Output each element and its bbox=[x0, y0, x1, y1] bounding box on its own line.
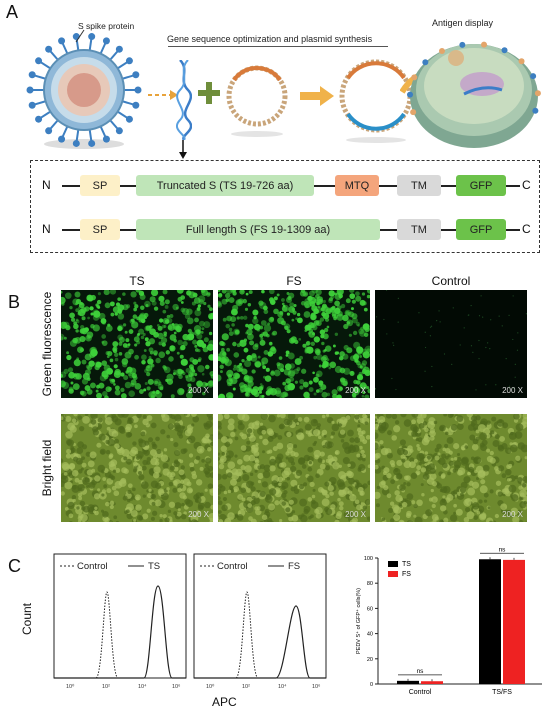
micrograph-fs-bright-field: 200 X bbox=[218, 414, 370, 522]
micrograph-control-fluorescence: 200 X bbox=[375, 290, 527, 398]
dna-fragment-icon bbox=[176, 60, 192, 140]
c-terminus: C bbox=[522, 178, 531, 192]
plasmid-icon bbox=[226, 65, 288, 137]
magnification-label: 200 X bbox=[188, 510, 209, 519]
antigen-label: Antigen display bbox=[432, 18, 494, 28]
cell-illustration bbox=[407, 41, 541, 148]
x-tick: 10² bbox=[102, 684, 110, 690]
x-axis-label-apc: APC bbox=[212, 695, 237, 709]
c-terminus: C bbox=[522, 222, 531, 236]
spike-pointer bbox=[75, 29, 85, 43]
dashed-arrow bbox=[148, 90, 178, 100]
significance-label: ns bbox=[417, 668, 425, 675]
y-tick-label: 80 bbox=[367, 581, 373, 587]
legend-sample-fs: FS bbox=[288, 561, 301, 572]
mtq-domain: MTQ bbox=[335, 175, 379, 196]
legend-sample-ts: TS bbox=[148, 561, 161, 572]
category-label: TS/FS bbox=[492, 689, 512, 696]
micrograph-fs-fluorescence: 200 X bbox=[218, 290, 370, 398]
x-tick: 10⁴ bbox=[278, 683, 287, 690]
process-underline bbox=[168, 46, 388, 47]
y-axis-label-count: Count bbox=[20, 602, 34, 636]
bar-fs-ts-fs bbox=[503, 559, 525, 684]
magnification-label: 200 X bbox=[345, 386, 366, 395]
n-terminus: N bbox=[42, 222, 51, 236]
gfp-domain: GFP bbox=[456, 219, 506, 240]
column-title-fs: FS bbox=[286, 274, 302, 288]
x-tick: 10⁶ bbox=[172, 683, 180, 690]
gfp-domain: GFP bbox=[456, 175, 506, 196]
truncated-s-domain: Truncated S (TS 19-726 aa) bbox=[136, 175, 314, 196]
column-title-control: Control bbox=[431, 274, 471, 288]
legend-swatch bbox=[388, 571, 398, 577]
n-terminus: N bbox=[42, 178, 51, 192]
bar-ts-ts-fs bbox=[479, 559, 501, 684]
legend-label: FS bbox=[402, 571, 411, 578]
process-arrow bbox=[300, 86, 334, 106]
y-tick-label: 20 bbox=[367, 657, 373, 663]
x-tick: 10⁰ bbox=[206, 683, 215, 690]
construct-box bbox=[30, 160, 540, 253]
panel-a-letter: A bbox=[6, 2, 19, 22]
y-tick-label: 60 bbox=[367, 606, 373, 612]
row-title-green-fluorescence: Green fluorescence bbox=[40, 291, 54, 397]
legend-control-2: Control bbox=[217, 561, 248, 572]
virus-illustration bbox=[26, 33, 142, 149]
y-tick-label: 100 bbox=[364, 556, 373, 562]
tm-domain: TM bbox=[397, 219, 441, 240]
legend-swatch bbox=[388, 561, 398, 567]
panel-c-letter: C bbox=[8, 556, 21, 576]
tm-domain: TM bbox=[397, 175, 441, 196]
legend-control-1: Control bbox=[77, 561, 108, 572]
signal-peptide: SP bbox=[80, 219, 120, 240]
significance-label: ns bbox=[499, 548, 507, 553]
micrograph-ts-bright-field: 200 X bbox=[61, 414, 213, 522]
y-tick-label: 0 bbox=[370, 682, 373, 688]
full-length-s-domain: Full length S (FS 19-1309 aa) bbox=[136, 219, 380, 240]
magnification-label: 200 X bbox=[188, 386, 209, 395]
micrograph-ts-fluorescence: 200 X bbox=[61, 290, 213, 398]
y-axis-label: PEDV S⁺ of GFP⁺ cells(%) bbox=[355, 588, 362, 654]
x-tick: 10⁰ bbox=[66, 683, 75, 690]
spike-label: S spike protein bbox=[78, 21, 135, 31]
histogram-fs: 10⁰ 10² 10⁴ 10⁶ bbox=[193, 553, 327, 690]
category-label: Control bbox=[409, 689, 432, 696]
magnification-label: 200 X bbox=[502, 510, 523, 519]
column-title-ts: TS bbox=[129, 274, 145, 288]
bar-chart: 0 20 40 60 80 100 PEDV S⁺ of GFP⁺ cells(%) Cont… bbox=[355, 548, 542, 696]
row-title-bright-field: Bright field bbox=[40, 439, 54, 497]
histogram-ts: 10⁰ 10² 10⁴ 10⁶ bbox=[53, 553, 187, 690]
x-tick: 10⁶ bbox=[312, 683, 320, 690]
legend-label: TS bbox=[402, 561, 411, 568]
y-tick-label: 40 bbox=[367, 632, 373, 638]
micrograph-control-bright-field: 200 X bbox=[375, 414, 527, 522]
bar-ts-control bbox=[397, 680, 419, 684]
bar-fs-control bbox=[421, 681, 443, 684]
x-tick: 10⁴ bbox=[138, 683, 147, 690]
plus-icon bbox=[198, 82, 220, 104]
x-tick: 10² bbox=[242, 684, 250, 690]
down-arrow bbox=[179, 140, 187, 159]
process-label: Gene sequence optimization and plasmid s… bbox=[167, 34, 373, 44]
magnification-label: 200 X bbox=[345, 510, 366, 519]
signal-peptide: SP bbox=[80, 175, 120, 196]
magnification-label: 200 X bbox=[502, 386, 523, 395]
panel-b-letter: B bbox=[8, 292, 21, 312]
